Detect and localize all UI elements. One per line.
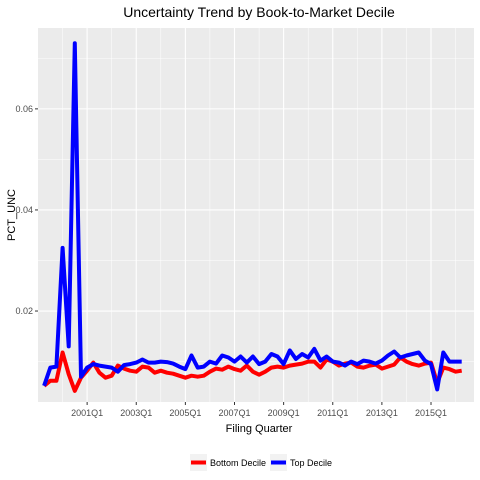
y-tick-label: 0.02 [15,306,33,316]
chart-title: Uncertainty Trend by Book-to-Market Deci… [123,4,395,20]
series-lines [42,41,463,393]
x-tick-label: 2001Q1 [71,408,103,418]
plot-panel [38,28,474,402]
x-tick-label: 2015Q1 [415,408,447,418]
x-tick-label: 2003Q1 [120,408,152,418]
x-axis-ticks: 2001Q1 2003Q1 2005Q1 2007Q1 2009Q1 2011Q1 2013… [71,402,447,418]
x-tick-label: 2013Q1 [366,408,398,418]
series-line-bottom-decile [42,350,463,393]
x-tick-label: 2007Q1 [218,408,250,418]
series-line-top-decile [42,41,462,392]
y-tick-label: 0.04 [15,205,33,215]
x-tick-label: 2009Q1 [268,408,300,418]
y-axis-ticks: 0.02 0.04 0.06 [15,104,38,316]
y-axis-title: PCT_UNC [6,189,18,241]
legend-label: Bottom Decile [210,458,266,468]
x-tick-label: 2005Q1 [169,408,201,418]
legend-label: Top Decile [290,458,332,468]
panel-background [38,28,474,402]
x-axis-title: Filing Quarter [226,423,293,435]
legend: Bottom Decile Top Decile [190,454,332,471]
y-tick-label: 0.06 [15,104,33,114]
x-tick-label: 2011Q1 [317,408,348,418]
